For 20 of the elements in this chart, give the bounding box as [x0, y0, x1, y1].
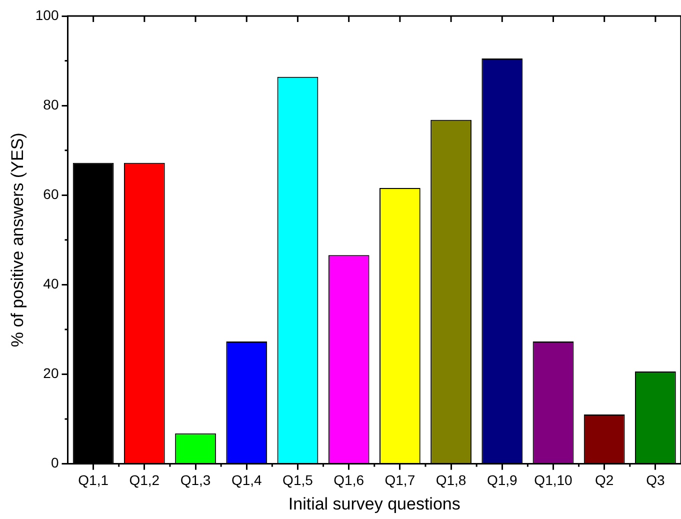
- y-tick-label: 20: [43, 365, 59, 382]
- x-tick-label: Q1,2: [129, 472, 160, 488]
- x-tick-label: Q1,1: [78, 472, 109, 488]
- x-tick-label: Q1,9: [486, 472, 518, 488]
- x-tick-label: Q1,6: [334, 472, 364, 488]
- y-tick-label: 100: [35, 6, 59, 23]
- y-tick-label: 60: [43, 186, 59, 202]
- x-tick-label: Q1,5: [282, 472, 314, 488]
- x-tick-label: Q2: [595, 472, 614, 488]
- x-tick-label: Q1,10: [534, 472, 573, 488]
- y-axis-title: % of positive answers (YES): [8, 132, 27, 348]
- x-tick-label: Q1,7: [384, 472, 416, 488]
- y-tick-label: 40: [43, 276, 59, 292]
- y-tick-label: 80: [43, 96, 59, 112]
- x-tick-label: Q3: [646, 472, 665, 488]
- x-tick-label: Q1,3: [180, 472, 211, 488]
- x-axis-title: Initial survey questions: [288, 494, 460, 514]
- x-tick-label: Q1,8: [436, 472, 466, 488]
- y-tick-label: 0: [50, 454, 59, 471]
- x-tick-label: Q1,4: [231, 472, 262, 488]
